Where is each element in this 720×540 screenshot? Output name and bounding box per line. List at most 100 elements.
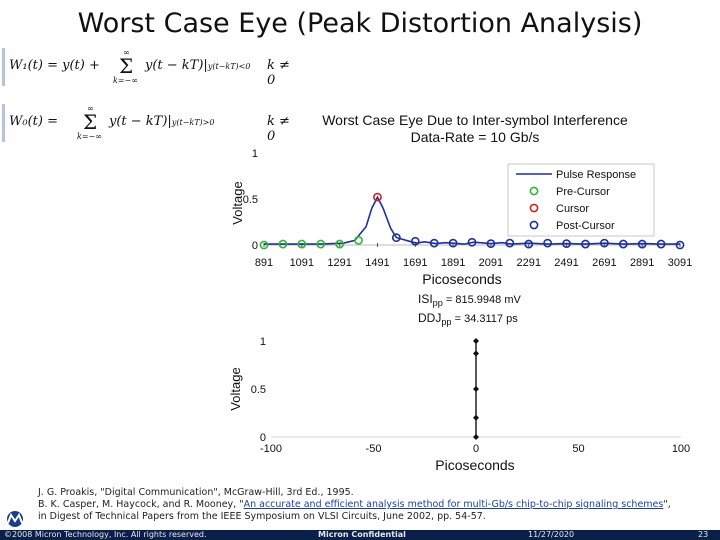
chart1-pre-cursor-point — [297, 239, 307, 249]
chart1-post-cursor-point — [581, 239, 590, 249]
chart-title: Worst Case Eye Due to Inter-symbol Inter… — [322, 112, 628, 128]
chart1-x-tick-label: 2291 — [516, 257, 540, 269]
chart1-post-cursor-point — [505, 238, 515, 248]
chart1-cursor-point — [373, 192, 382, 202]
reference-3: in Digest of Technical Papers from the I… — [38, 511, 486, 522]
chart1-post-cursor-point — [637, 239, 647, 249]
chart1-x-tick-label: 2091 — [479, 257, 503, 269]
chart1-x-tick-label: 3091 — [668, 257, 692, 269]
chart1-legend-label: Pre-Cursor — [556, 186, 610, 198]
chart1-pre-cursor-point — [259, 240, 269, 250]
chart2-eye-point — [473, 414, 479, 421]
chart1-x-tick-label: 2691 — [592, 257, 616, 269]
formula-w1-lhs: W₁(t) = y(t) + — [9, 58, 100, 73]
formula-w0-condition: k ≠ 0 — [267, 114, 290, 144]
chart1-post-cursor-point — [543, 238, 553, 248]
chart2-eye-point — [473, 386, 479, 392]
chart2-x-tick-label: -100 — [260, 443, 282, 455]
chart1-y-tick-label: 0 — [252, 240, 258, 252]
chart2-x-label: Picoseconds — [435, 457, 514, 473]
chart1-x-tick-label: 1291 — [327, 257, 351, 269]
chart1-x-tick-label: 891 — [255, 257, 273, 269]
chart1-x-tick-label: 1691 — [403, 257, 427, 269]
chart1-post-cursor-point — [599, 238, 609, 248]
footer-bar: ©2008 Micron Technology, Inc. All rights… — [0, 530, 720, 540]
chart1-y-label: Voltage — [230, 181, 245, 224]
sigma-icon: Σ — [83, 110, 98, 134]
chart1-pre-cursor-point — [278, 239, 288, 249]
reference-2-link[interactable]: An accurate and efficient analysis metho… — [243, 499, 664, 510]
chart1-y-tick-label: 0.5 — [243, 194, 258, 206]
ddj-label: DDJ — [418, 311, 442, 325]
chart2-x-tick-label: 50 — [572, 443, 584, 455]
isi-readout: ISIpp = 815.9948 mV — [418, 292, 521, 308]
chart2-x-tick-label: 0 — [473, 443, 479, 455]
micron-logo-icon — [4, 510, 26, 532]
formula-w0-subscript: y(t−kT)>0 — [171, 118, 215, 127]
formula-w1-subscript: y(t−kT)<0 — [207, 62, 251, 71]
chart1-post-cursor-point — [467, 237, 477, 247]
reference-2-suffix: ", — [663, 499, 671, 510]
formula-w1-condition: k ≠ 0 — [267, 58, 290, 88]
chart1-post-cursor-point — [618, 239, 628, 249]
formula-w0-lhs: W₀(t) = — [9, 114, 58, 129]
chart1-x-tick-label: 1891 — [441, 257, 465, 269]
chart1-y-tick-label: 1 — [252, 148, 258, 160]
chart1-post-cursor-point — [448, 238, 458, 248]
formula-w1-sum-top: ∞ — [123, 48, 130, 57]
chart1-post-cursor-point — [524, 239, 534, 249]
footer-copyright: ©2008 Micron Technology, Inc. All rights… — [4, 530, 207, 539]
formula-w0-sum-top: ∞ — [87, 104, 94, 113]
footer-page: 23 — [698, 530, 709, 539]
reference-1: J. G. Proakis, "Digital Communication", … — [38, 487, 354, 498]
slide-title: Worst Case Eye (Peak Distortion Analysis… — [77, 8, 643, 39]
formula-w0: W₀(t) = ∞ Σ k=−∞ y(t − kT)|y(t−kT)>0 k ≠… — [2, 104, 302, 144]
chart1-legend-label: Pulse Response — [556, 169, 636, 181]
chart1-legend-label: Post-Cursor — [556, 220, 615, 232]
chart1-post-cursor-point — [391, 233, 401, 243]
reference-2: B. K. Casper, M. Haycock, and R. Mooney,… — [38, 499, 671, 511]
chart1-pre-cursor-point — [316, 239, 326, 249]
chart1-post-cursor-point — [410, 236, 420, 246]
chart2-x-tick-label: -50 — [366, 443, 382, 455]
footer-confidential: Micron Confidential — [318, 530, 406, 539]
chart1-post-cursor-point — [486, 239, 496, 249]
chart2-eye-point — [473, 338, 479, 344]
sigma-icon: Σ — [119, 54, 134, 78]
chart2-eye-point — [473, 434, 479, 440]
chart1-pre-cursor-point — [335, 239, 345, 249]
chart2-x-tick-label: 100 — [672, 443, 690, 455]
chart1-x-label: Picoseconds — [422, 271, 501, 287]
isi-label: ISI — [418, 292, 433, 306]
chart2-eye-point — [473, 350, 479, 357]
footer-date: 11/27/2020 — [528, 530, 575, 539]
chart1-x-tick-label: 1491 — [365, 257, 389, 269]
formula-w0-term: y(t − kT)| — [109, 114, 172, 129]
chart1-x-tick-label: 2491 — [554, 257, 578, 269]
formula-w1-term: y(t − kT)| — [145, 58, 208, 73]
reference-2-prefix: B. K. Casper, M. Haycock, and R. Mooney,… — [38, 499, 244, 510]
chart2-y-tick-label: 0.5 — [251, 384, 266, 396]
isi-value: = 815.9948 mV — [445, 294, 521, 306]
ddj-sub: pp — [441, 317, 452, 328]
ddj-value: = 34.3117 ps — [454, 313, 518, 325]
chart1-pre-cursor-point — [354, 235, 363, 245]
ddj-readout: DDJpp = 34.3117 ps — [418, 311, 518, 327]
chart1-post-cursor-point — [429, 238, 439, 248]
formula-w1-sum-bottom: k=−∞ — [113, 76, 138, 85]
chart1-legend-swatch — [529, 186, 539, 196]
chart2-y-label: Voltage — [228, 367, 243, 410]
references: J. G. Proakis, "Digital Communication", … — [38, 487, 671, 523]
formula-w0-rhs: y(t − kT)|y(t−kT)>0 — [109, 114, 214, 129]
chart2-y-tick-label: 0 — [260, 432, 266, 444]
isi-sub: pp — [432, 298, 443, 309]
chart1-legend-swatch — [529, 220, 539, 230]
chart1-x-tick-label: 1091 — [290, 257, 314, 269]
formula-w1: W₁(t) = y(t) + ∞ Σ k=−∞ y(t − kT)|y(t−kT… — [2, 48, 302, 88]
chart-subtitle: Data-Rate = 10 Gb/s — [410, 129, 540, 145]
chart1-legend — [507, 163, 655, 237]
chart1-legend-swatch — [529, 203, 539, 213]
chart1-x-tick-label: 2891 — [630, 257, 654, 269]
formula-w1-rhs: y(t − kT)|y(t−kT)<0 — [145, 58, 250, 73]
